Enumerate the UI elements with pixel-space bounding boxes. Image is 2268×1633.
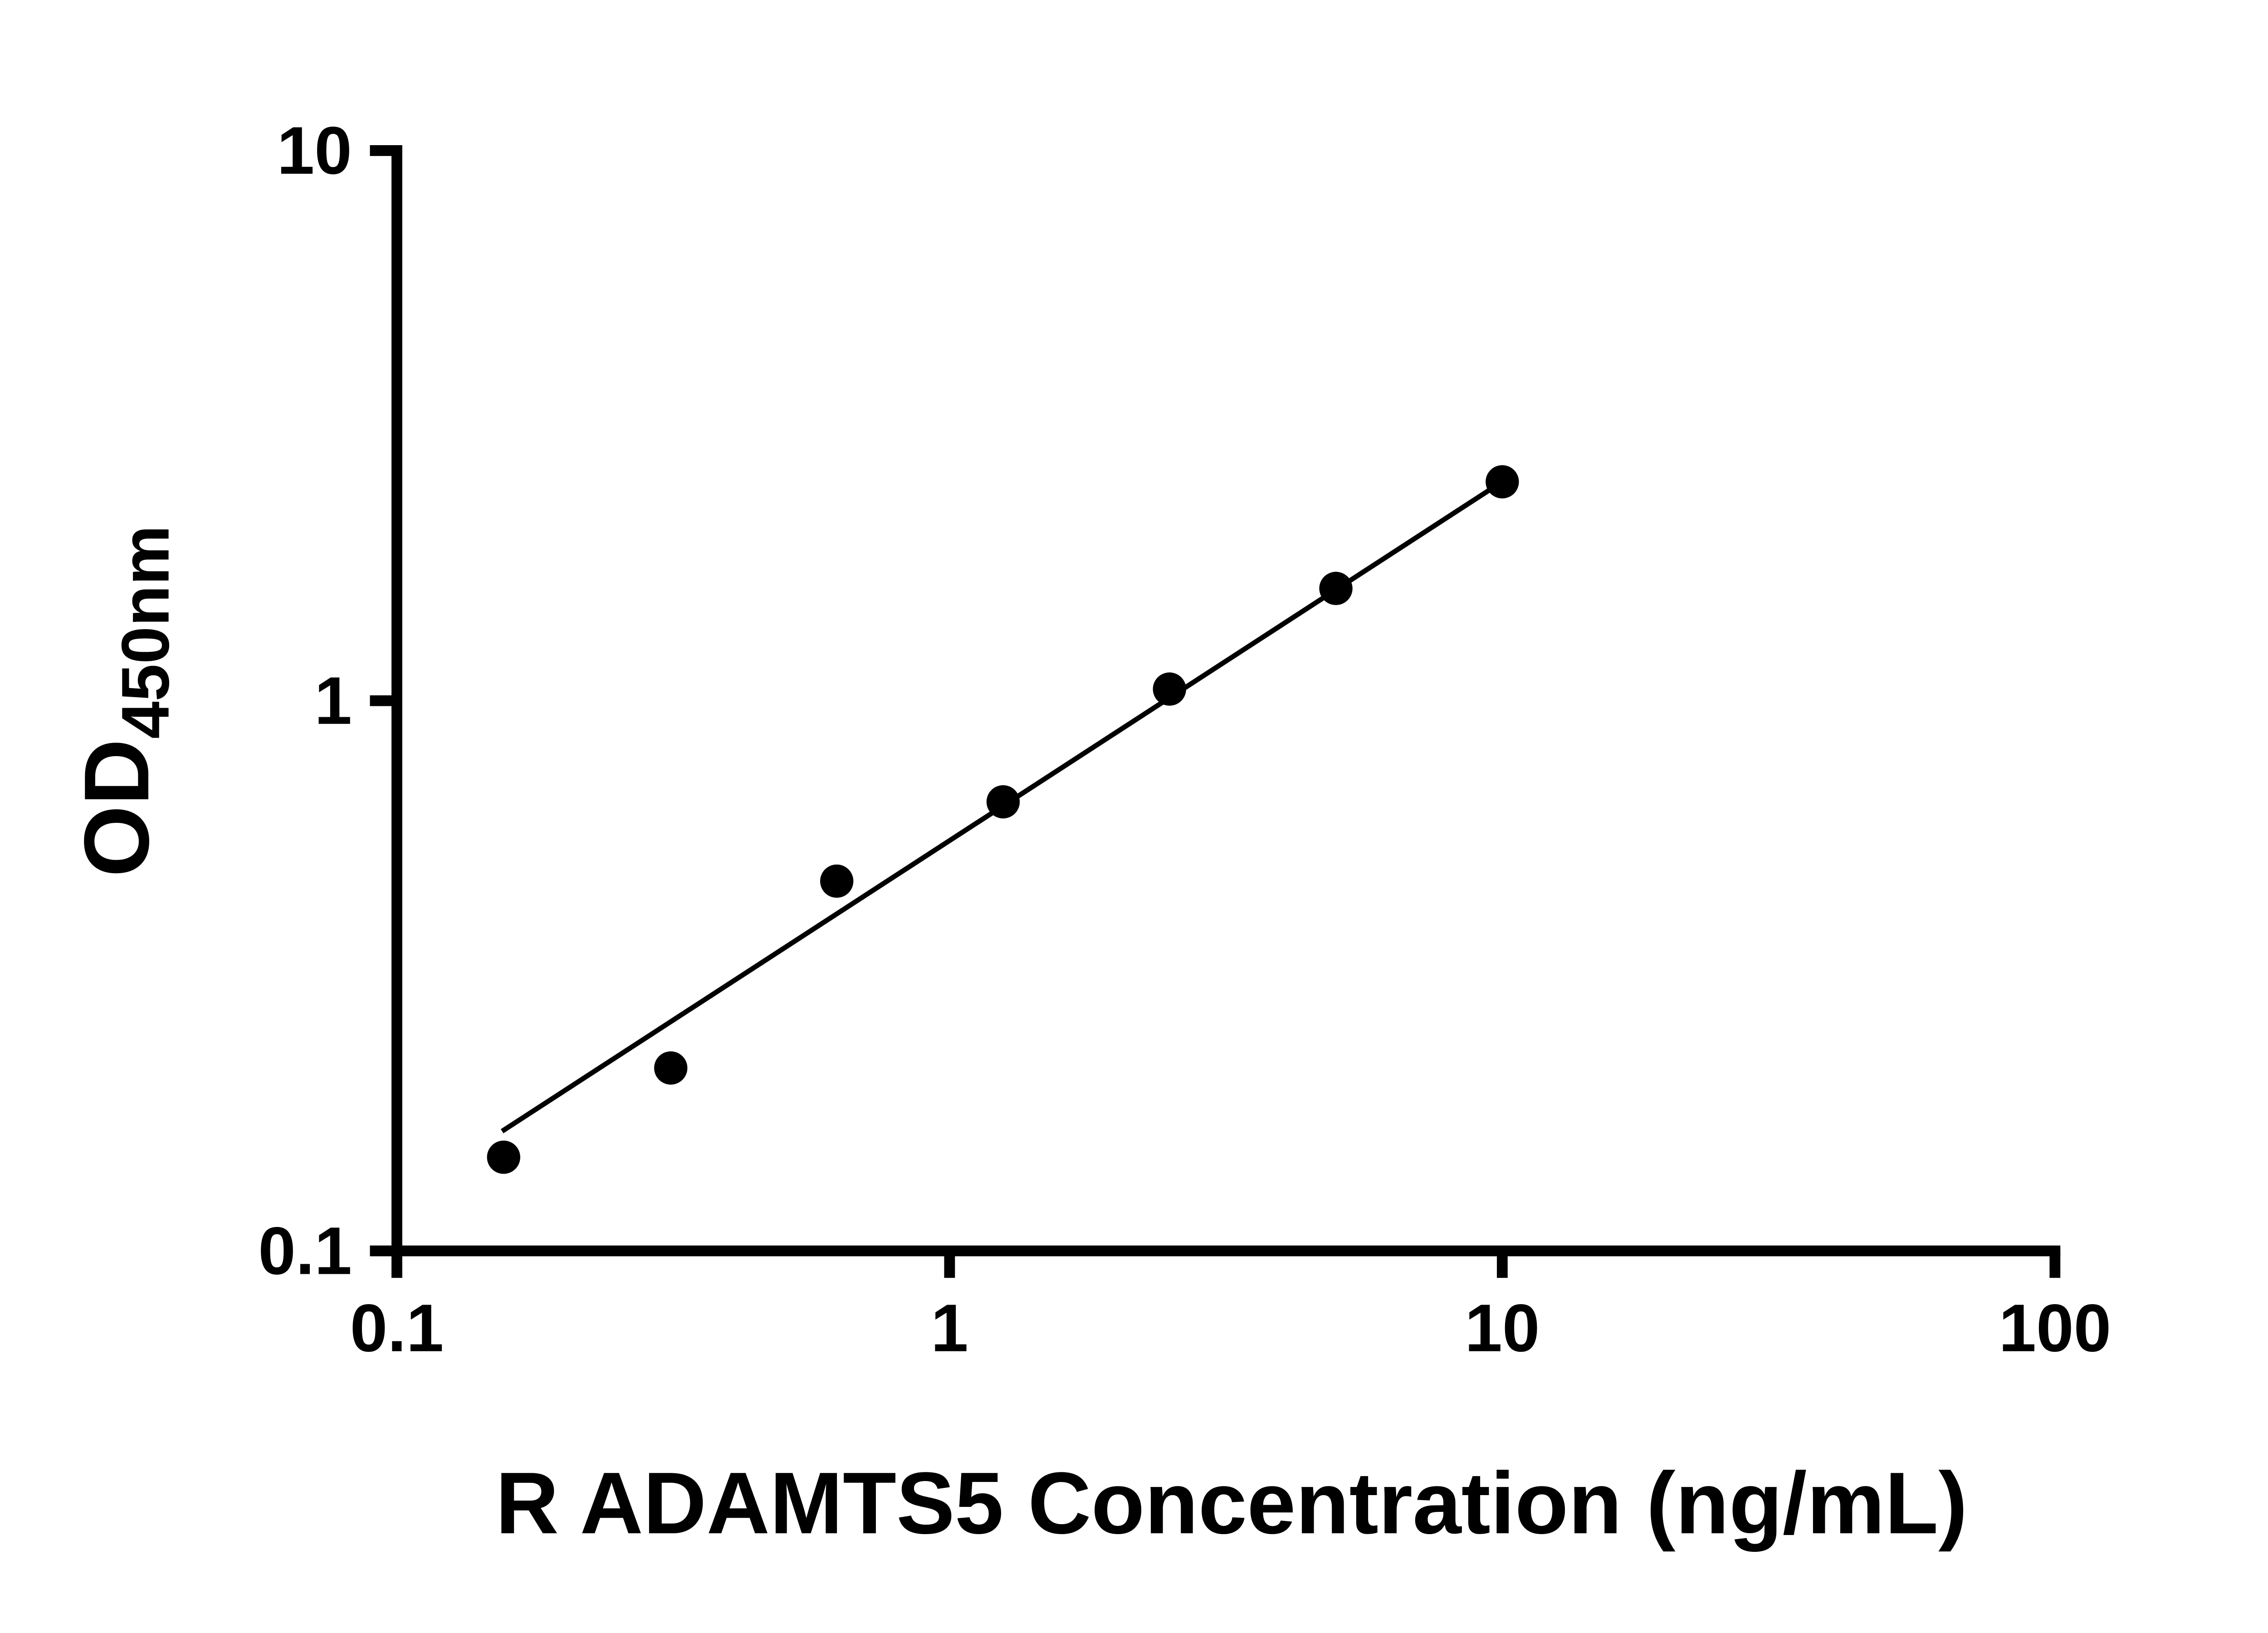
data-points-layer [487, 465, 1519, 1174]
y-axis-tick-label: 10 [277, 113, 352, 188]
data-point [1153, 672, 1186, 706]
y-axis-title-main: OD [65, 739, 168, 877]
axes-layer: 0.1 1 10 100 0.1 1 10 [258, 113, 2111, 1366]
data-point [487, 1140, 520, 1174]
y-axis-tick-label: 0.1 [258, 1213, 352, 1289]
data-point [1486, 465, 1519, 499]
y-axis-tick-label: 1 [314, 663, 352, 738]
data-point [654, 1051, 688, 1085]
y-axis-title: OD450nm [65, 525, 183, 877]
data-point [1319, 572, 1353, 605]
data-point [820, 864, 854, 898]
data-point [986, 785, 1020, 819]
x-axis-tick-label: 1 [931, 1291, 968, 1366]
x-axis-tick-label: 0.1 [350, 1291, 444, 1366]
x-axis-title: R ADAMTS5 Concentration (ng/mL) [495, 1454, 1967, 1552]
x-axis-tick-label: 10 [1465, 1291, 1540, 1366]
y-axis-title-subscript: 450nm [108, 525, 183, 739]
x-axis-tick-label: 100 [1999, 1291, 2111, 1366]
